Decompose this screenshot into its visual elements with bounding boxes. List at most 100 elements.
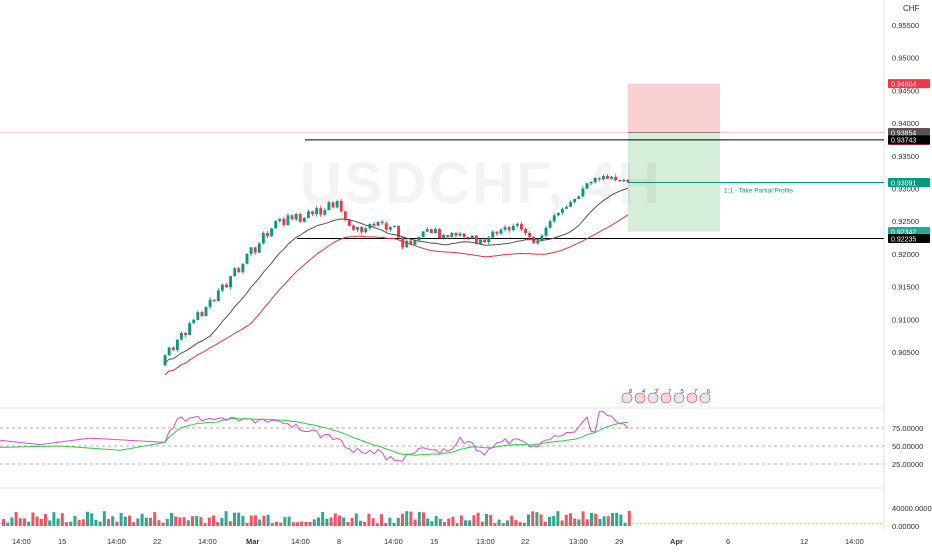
candle-body[interactable]	[446, 234, 450, 237]
candle-body[interactable]	[450, 232, 454, 237]
candle-body[interactable]	[200, 312, 204, 317]
candle-body[interactable]	[610, 176, 613, 179]
candle-body[interactable]	[171, 347, 175, 351]
candle-body[interactable]	[569, 202, 573, 207]
candle-body[interactable]	[347, 219, 351, 226]
candle-body[interactable]	[413, 240, 417, 245]
economic-event-icon[interactable]	[634, 392, 646, 404]
candle-body[interactable]	[626, 179, 630, 182]
candle-body[interactable]	[225, 284, 228, 288]
candle-body[interactable]	[216, 290, 220, 301]
candle-body[interactable]	[233, 268, 237, 277]
candle-body[interactable]	[593, 178, 597, 182]
candle-body[interactable]	[237, 268, 241, 273]
candle-body[interactable]	[618, 179, 622, 182]
candle-body[interactable]	[622, 179, 626, 182]
candle-body[interactable]	[503, 227, 507, 230]
candle-body[interactable]	[487, 237, 491, 243]
candle-body[interactable]	[241, 263, 245, 273]
candle-body[interactable]	[335, 200, 339, 208]
candle-body[interactable]	[376, 221, 380, 226]
candle-body[interactable]	[323, 210, 327, 215]
candle-body[interactable]	[425, 229, 429, 232]
candle-body[interactable]	[495, 231, 499, 234]
candle-body[interactable]	[315, 208, 319, 215]
candle-body[interactable]	[462, 233, 466, 237]
candle-body[interactable]	[298, 214, 302, 222]
candle-body[interactable]	[294, 214, 298, 220]
candle-body[interactable]	[433, 229, 437, 233]
candle-body[interactable]	[601, 176, 605, 180]
candle-body[interactable]	[458, 233, 462, 236]
candle-body[interactable]	[405, 240, 409, 248]
candle-body[interactable]	[245, 253, 249, 264]
candle-body[interactable]	[360, 227, 364, 233]
stop-loss-zone[interactable]	[628, 83, 720, 133]
candle-body[interactable]	[167, 347, 171, 356]
candle-body[interactable]	[585, 183, 589, 189]
candle-body[interactable]	[417, 236, 421, 241]
candle-body[interactable]	[266, 232, 269, 237]
candle-body[interactable]	[454, 232, 458, 236]
candle-body[interactable]	[507, 227, 511, 231]
candle-body[interactable]	[520, 223, 523, 230]
economic-event-icon[interactable]	[660, 392, 672, 404]
candle-body[interactable]	[556, 212, 560, 216]
candle-body[interactable]	[356, 227, 360, 230]
candle-body[interactable]	[311, 211, 314, 215]
candle-body[interactable]	[380, 221, 384, 224]
candle-body[interactable]	[429, 229, 433, 233]
candle-body[interactable]	[565, 206, 568, 209]
candle-body[interactable]	[302, 217, 306, 222]
candle-body[interactable]	[188, 323, 192, 335]
candle-body[interactable]	[479, 239, 482, 244]
candle-body[interactable]	[286, 215, 290, 226]
candle-body[interactable]	[606, 176, 609, 179]
candle-body[interactable]	[343, 211, 347, 220]
candle-body[interactable]	[282, 218, 286, 226]
candle-body[interactable]	[192, 319, 196, 324]
candle-body[interactable]	[442, 234, 446, 239]
candle-body[interactable]	[491, 231, 495, 238]
take-profit-zone[interactable]	[628, 132, 720, 232]
candle-body[interactable]	[229, 276, 233, 288]
candle-body[interactable]	[163, 355, 167, 366]
candle-body[interactable]	[327, 202, 331, 211]
economic-event-icon[interactable]	[673, 392, 685, 404]
candle-body[interactable]	[466, 236, 470, 239]
candle-body[interactable]	[306, 211, 310, 218]
candle-body[interactable]	[175, 339, 179, 351]
candle-body[interactable]	[552, 215, 556, 222]
candle-body[interactable]	[290, 215, 294, 220]
candle-body[interactable]	[536, 240, 540, 244]
candle-body[interactable]	[548, 221, 552, 228]
candle-body[interactable]	[274, 221, 278, 229]
candle-body[interactable]	[180, 333, 183, 340]
candle-body[interactable]	[208, 299, 212, 307]
candle-body[interactable]	[352, 225, 355, 230]
economic-event-icon[interactable]	[621, 392, 633, 404]
candle-body[interactable]	[589, 181, 593, 184]
candle-body[interactable]	[614, 176, 618, 180]
candle-body[interactable]	[253, 247, 257, 253]
economic-event-icon[interactable]	[686, 392, 698, 404]
candle-body[interactable]	[581, 188, 585, 197]
candle-body[interactable]	[388, 227, 392, 230]
candle-body[interactable]	[499, 229, 503, 234]
candle-body[interactable]	[577, 196, 581, 199]
candle-body[interactable]	[212, 299, 216, 301]
candle-body[interactable]	[339, 200, 343, 212]
candle-body[interactable]	[483, 239, 487, 243]
economic-event-icon[interactable]	[647, 392, 659, 404]
candle-body[interactable]	[196, 312, 200, 320]
candle-body[interactable]	[204, 306, 208, 317]
candle-body[interactable]	[364, 228, 368, 233]
candle-body[interactable]	[257, 243, 261, 253]
candle-body[interactable]	[384, 223, 388, 230]
candle-body[interactable]	[515, 223, 519, 226]
candle-body[interactable]	[528, 232, 532, 237]
candle-body[interactable]	[474, 235, 478, 244]
candle-body[interactable]	[573, 198, 577, 203]
